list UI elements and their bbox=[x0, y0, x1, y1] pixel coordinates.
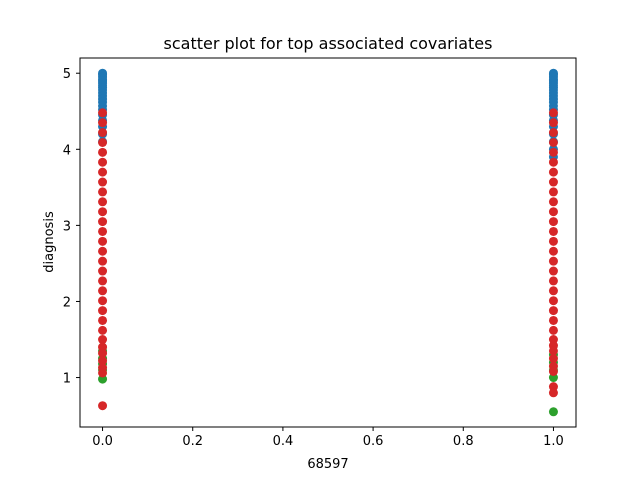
data-point bbox=[98, 217, 108, 227]
data-point bbox=[548, 108, 558, 118]
data-point bbox=[548, 118, 558, 128]
y-axis: 1 2 3 4 5 bbox=[63, 67, 80, 387]
data-point bbox=[98, 266, 108, 276]
y-tick-label: 2 bbox=[63, 295, 71, 310]
x-axis-title: 68597 bbox=[307, 457, 348, 472]
data-point bbox=[548, 217, 558, 227]
data-point bbox=[548, 276, 558, 286]
data-point bbox=[98, 128, 108, 138]
data-point bbox=[548, 325, 558, 335]
plot-frame bbox=[79, 57, 577, 428]
y-tick-label: 1 bbox=[63, 372, 71, 387]
data-point bbox=[98, 335, 108, 345]
data-point bbox=[98, 157, 108, 167]
data-point bbox=[98, 286, 108, 296]
data-point bbox=[98, 226, 108, 236]
data-point bbox=[98, 108, 108, 118]
data-point bbox=[98, 256, 108, 266]
data-point bbox=[548, 354, 558, 364]
data-point bbox=[548, 315, 558, 325]
y-axis-title: diagnosis bbox=[42, 211, 57, 273]
data-point bbox=[98, 356, 108, 366]
data-point bbox=[548, 226, 558, 236]
y-tick-label: 4 bbox=[63, 143, 71, 158]
data-point bbox=[548, 346, 558, 356]
data-point bbox=[98, 401, 108, 411]
x-axis: 0.0 0.2 0.4 0.6 0.8 1.0 bbox=[92, 427, 564, 449]
data-point bbox=[548, 266, 558, 276]
data-point bbox=[548, 147, 558, 157]
data-point bbox=[548, 137, 558, 147]
data-point bbox=[548, 286, 558, 296]
data-point bbox=[548, 366, 558, 376]
x-tick-label: 0.0 bbox=[92, 434, 113, 449]
data-point bbox=[98, 118, 108, 128]
data-point bbox=[98, 325, 108, 335]
x-tick-label: 1.0 bbox=[543, 434, 564, 449]
x-tick-label: 0.6 bbox=[363, 434, 384, 449]
y-tick-label: 5 bbox=[63, 67, 71, 82]
x-tick-label: 0.2 bbox=[182, 434, 203, 449]
data-point bbox=[548, 296, 558, 306]
data-point bbox=[548, 407, 558, 417]
data-point bbox=[98, 197, 108, 207]
data-point bbox=[98, 348, 108, 358]
data-point bbox=[548, 306, 558, 316]
data-point bbox=[548, 256, 558, 266]
points-layer bbox=[98, 68, 558, 417]
data-point bbox=[98, 207, 108, 217]
data-point bbox=[98, 187, 108, 197]
data-point bbox=[548, 236, 558, 246]
data-point bbox=[548, 167, 558, 177]
data-point bbox=[548, 128, 558, 138]
data-point bbox=[98, 147, 108, 157]
data-point bbox=[548, 388, 558, 398]
data-point bbox=[98, 306, 108, 316]
data-point bbox=[548, 197, 558, 207]
data-point bbox=[98, 177, 108, 187]
data-point bbox=[98, 276, 108, 286]
chart-title: scatter plot for top associated covariat… bbox=[164, 34, 493, 53]
data-point bbox=[98, 368, 108, 378]
y-tick-label: 3 bbox=[63, 219, 71, 234]
x-tick-label: 0.4 bbox=[273, 434, 294, 449]
x-tick-label: 0.8 bbox=[453, 434, 474, 449]
data-point bbox=[98, 246, 108, 256]
data-point bbox=[548, 157, 558, 167]
data-point bbox=[98, 137, 108, 147]
data-point bbox=[548, 187, 558, 197]
data-point bbox=[98, 236, 108, 246]
data-point bbox=[98, 167, 108, 177]
data-point bbox=[548, 207, 558, 217]
data-point bbox=[548, 177, 558, 187]
data-point bbox=[98, 296, 108, 306]
data-point bbox=[98, 315, 108, 325]
data-point bbox=[548, 246, 558, 256]
